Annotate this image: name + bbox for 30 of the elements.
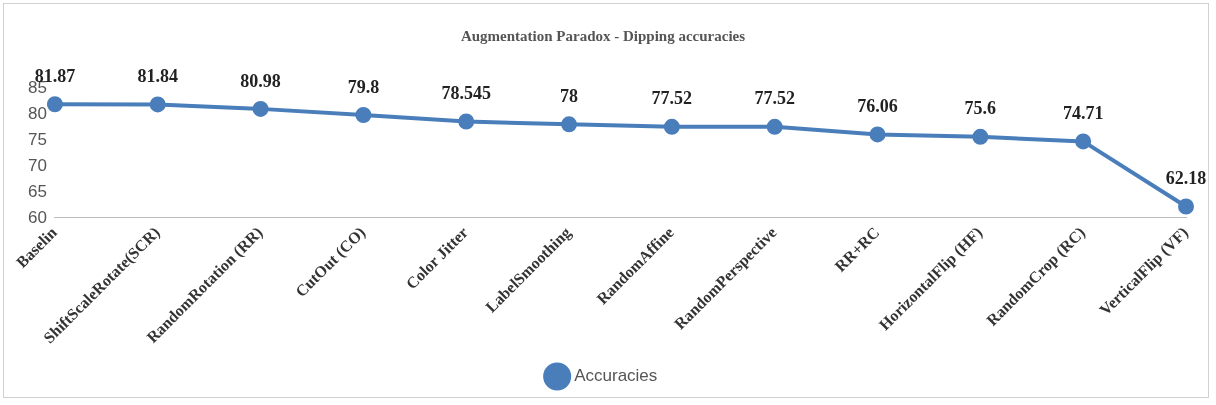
data-label: 80.98	[240, 70, 281, 91]
data-label: 76.06	[857, 96, 898, 117]
point	[663, 118, 680, 135]
y-tick-label: 65	[27, 181, 47, 201]
data-label: 77.52	[754, 88, 795, 109]
data-label: 77.52	[651, 88, 693, 109]
chart-title: Augmentation Paradox - Dipping accuracies	[460, 27, 746, 44]
point	[46, 96, 63, 113]
data-label: 81.84	[137, 66, 178, 87]
data-label: 79.8	[347, 76, 380, 97]
point	[561, 116, 578, 133]
data-label: 62.18	[1165, 168, 1207, 189]
data-label: 74.71	[1062, 103, 1104, 124]
data-label: 78	[560, 86, 579, 106]
y-tick-label: 80	[27, 103, 47, 123]
point	[766, 118, 783, 135]
point	[355, 107, 372, 123]
y-tick-label: 70	[27, 155, 47, 175]
point	[1178, 198, 1194, 215]
point	[149, 96, 166, 113]
legend-label: Accuracies	[574, 366, 658, 386]
y-tick-label: 60	[27, 207, 47, 227]
point	[458, 113, 475, 130]
point	[1075, 133, 1092, 150]
point	[972, 128, 989, 145]
data-label: 78.545	[441, 83, 491, 104]
data-label: 75.6	[964, 98, 997, 119]
point	[869, 126, 886, 143]
point	[252, 100, 269, 117]
y-tick-label: 75	[27, 129, 47, 149]
